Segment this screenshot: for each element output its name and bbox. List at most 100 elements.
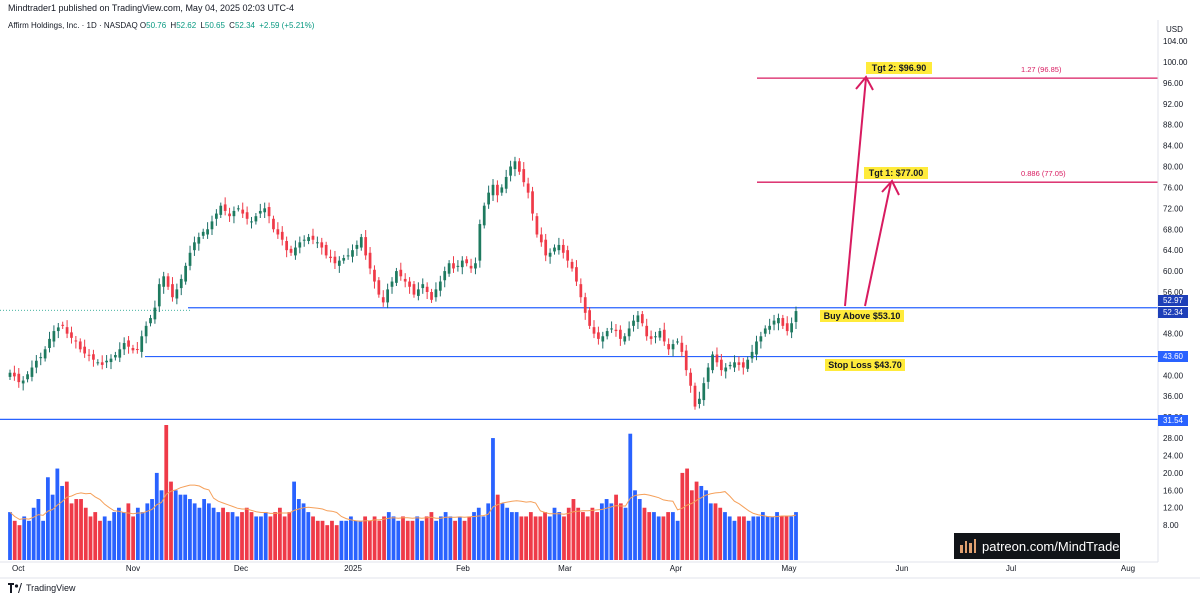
volume-bar bbox=[169, 481, 173, 560]
volume-bar bbox=[623, 507, 628, 560]
x-tick-label: Mar bbox=[558, 564, 572, 573]
y-tick-label: 48.00 bbox=[1163, 330, 1184, 339]
volume-moving-average bbox=[9, 484, 797, 522]
candle-body bbox=[241, 209, 245, 214]
candle-body bbox=[245, 212, 249, 219]
candle-body bbox=[21, 380, 25, 384]
candle-body bbox=[491, 184, 495, 196]
volume-bar bbox=[737, 516, 742, 560]
stop-loss-label-bg bbox=[825, 359, 905, 371]
low-label: L bbox=[200, 21, 205, 30]
volume-bar bbox=[334, 525, 339, 560]
x-tick-label: Feb bbox=[456, 564, 470, 573]
candle-body bbox=[443, 271, 447, 281]
volume-bar bbox=[401, 516, 405, 560]
candle-body bbox=[684, 350, 688, 371]
volume-bar bbox=[538, 516, 543, 560]
y-tick-label: 68.00 bbox=[1163, 225, 1184, 234]
fib-127-label: 1.27 (96.85) bbox=[1021, 65, 1062, 74]
open-label: O bbox=[139, 21, 147, 30]
candle-body bbox=[750, 351, 754, 359]
candle-body bbox=[144, 325, 148, 337]
candle-body bbox=[702, 383, 706, 401]
volume-bar bbox=[514, 512, 519, 560]
candle-body bbox=[539, 234, 543, 243]
candle-body bbox=[289, 248, 293, 253]
candle-body bbox=[425, 286, 429, 292]
candle-body bbox=[632, 320, 635, 326]
price-tag-last: 52.34 bbox=[1158, 307, 1188, 318]
volume-bar bbox=[571, 499, 576, 560]
volume-bar bbox=[756, 516, 761, 560]
candle-body bbox=[184, 265, 188, 282]
volume-bar bbox=[599, 503, 604, 560]
volume-bar bbox=[36, 499, 41, 560]
candle-body bbox=[698, 398, 701, 404]
volume-bar bbox=[547, 516, 552, 560]
y-tick-label: 12.00 bbox=[1163, 504, 1184, 513]
volume-bar bbox=[221, 507, 225, 560]
volume-bar bbox=[277, 507, 282, 560]
candle-body bbox=[452, 263, 455, 269]
volume-bar bbox=[689, 490, 694, 560]
symbol-name: Affirm Holdings, Inc. · 1D · NASDAQ bbox=[8, 21, 138, 30]
candle-body bbox=[561, 244, 565, 253]
candle-body bbox=[359, 237, 363, 248]
volume-bar bbox=[12, 520, 17, 560]
candle-body bbox=[592, 327, 596, 334]
candle-body bbox=[118, 349, 122, 358]
volume-bar bbox=[382, 516, 386, 560]
x-tick-label: Nov bbox=[126, 564, 140, 573]
candle-body bbox=[175, 289, 179, 299]
volume-bar bbox=[330, 520, 334, 560]
x-tick-label: Dec bbox=[234, 564, 248, 573]
arrow-head-target2 bbox=[855, 75, 874, 91]
volume-bar bbox=[510, 512, 514, 560]
candle-body bbox=[522, 169, 526, 183]
candle-body bbox=[114, 355, 117, 358]
volume-bar bbox=[491, 438, 495, 560]
volume-bar bbox=[495, 494, 500, 560]
volume-bar bbox=[259, 516, 263, 560]
volume-bar bbox=[424, 516, 429, 560]
publisher-line: Mindtrader1 published on TradingView.com… bbox=[8, 3, 294, 13]
volume-bar bbox=[98, 520, 102, 560]
candle-body bbox=[316, 242, 319, 244]
candle-body bbox=[302, 239, 306, 241]
candle-body bbox=[566, 250, 570, 261]
x-tick-label: Oct bbox=[12, 564, 25, 573]
volume-bar bbox=[519, 516, 524, 560]
candle-body bbox=[447, 263, 451, 274]
candle-body bbox=[772, 320, 776, 325]
volume-bar bbox=[656, 516, 661, 560]
volume-bar bbox=[69, 503, 74, 560]
candle-body bbox=[355, 244, 359, 249]
candle-body bbox=[482, 205, 486, 226]
candle-body bbox=[531, 191, 534, 214]
candle-body bbox=[342, 258, 346, 261]
x-tick-label: May bbox=[781, 564, 796, 573]
candle-body bbox=[640, 314, 644, 324]
candle-body bbox=[56, 327, 60, 332]
candle-body bbox=[307, 237, 310, 242]
volume-bar bbox=[581, 512, 585, 560]
volume-bar bbox=[618, 503, 623, 560]
candle-body bbox=[724, 367, 728, 372]
candle-body bbox=[74, 340, 78, 342]
volume-bar bbox=[453, 520, 457, 560]
candle-body bbox=[333, 256, 337, 264]
candle-body bbox=[544, 239, 548, 256]
candle-body bbox=[671, 344, 675, 350]
volume-bar bbox=[675, 520, 680, 560]
volume-bar bbox=[83, 507, 88, 560]
y-tick-label: 80.00 bbox=[1163, 163, 1184, 172]
volume-bar bbox=[472, 512, 476, 560]
volume-bar bbox=[467, 516, 472, 560]
candle-body bbox=[109, 358, 113, 363]
candle-body bbox=[649, 336, 653, 339]
volume-bar bbox=[708, 503, 713, 560]
candle-body bbox=[548, 252, 552, 257]
y-tick-label: 24.00 bbox=[1163, 451, 1184, 460]
candle-body bbox=[469, 265, 473, 269]
